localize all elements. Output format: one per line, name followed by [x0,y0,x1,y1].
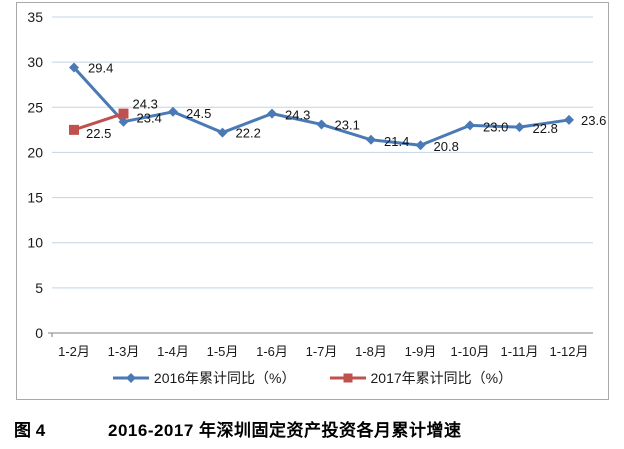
x-tick-label: 1-12月 [549,344,588,359]
data-label: 21.4 [384,134,409,149]
legend-label-2016: 2016年累计同比（%） [153,370,296,386]
y-tick-label: 0 [35,325,43,341]
x-tick-label: 1-9月 [405,344,437,359]
y-tick-label: 15 [27,190,43,206]
y-tick-label: 5 [35,280,43,296]
data-point-marker [69,124,79,135]
y-tick-label: 35 [27,9,43,25]
y-tick-label: 30 [27,54,43,70]
x-tick-label: 1-10月 [450,344,489,359]
data-point-marker [366,134,376,145]
y-tick-label: 20 [27,144,43,160]
data-label: 20.8 [434,139,459,154]
line-chart: 0 5 10 15 20 25 30 35 1-2月 1-3月 1-4月 1-5月 1-6月 1-7月 1-… [27,9,606,359]
data-label: 23.6 [581,113,606,128]
x-tick-label: 1-2月 [58,344,90,359]
y-tick-label: 10 [27,235,43,251]
legend-marker-2017-square-icon [329,373,366,383]
data-point-marker [118,116,129,127]
data-point-marker [267,108,277,119]
data-point-marker [217,127,228,138]
data-label: 22.2 [236,126,261,141]
data-label: 24.3 [133,97,158,112]
chart-frame: 0 5 10 15 20 25 30 35 1-2月 1-3月 1-4月 1-5月 1-6月 1-7月 1-… [16,2,609,400]
legend-marker-2016-diamond-icon [112,373,149,383]
x-tick-label: 1-4月 [157,344,189,359]
data-label: 23.1 [335,117,360,132]
legend-item-2016: 2016年累计同比（%） [112,368,296,388]
legend-label-2017: 2017年累计同比（%） [370,370,513,386]
x-tick-label: 1-11月 [500,344,538,359]
data-point-marker [316,119,327,130]
figure-number: 图 4 [14,421,46,440]
data-label: 23.0 [483,119,508,134]
figure-caption: 图 4 2016-2017 年深圳固定资产投资各月累计增速 [0,413,624,443]
data-point-marker [118,108,129,119]
x-tick-label: 1-5月 [207,344,239,359]
x-tick-label: 1-6月 [256,344,288,359]
data-label: 24.5 [186,106,211,121]
figure-title: 2016-2017 年深圳固定资产投资各月累计增速 [108,421,462,440]
data-label: 24.3 [285,108,310,123]
data-point-marker [168,106,178,117]
x-tick-label: 1-3月 [108,344,140,359]
data-label: 29.4 [88,61,113,76]
data-label: 23.4 [137,111,162,126]
series-line-1 [72,112,125,132]
chart-legend: 2016年累计同比（%） 2017年累计同比（%） [17,368,608,388]
data-point-marker [415,140,426,151]
data-label: 22.8 [533,121,558,136]
data-point-marker [465,120,475,131]
data-point-marker [564,114,574,125]
y-tick-label: 25 [27,99,43,115]
legend-item-2017: 2017年累计同比（%） [329,368,513,388]
x-tick-label: 1-8月 [355,344,387,359]
data-point-marker [514,122,525,133]
data-label: 22.5 [86,126,111,141]
x-tick-label: 1-7月 [306,344,338,359]
